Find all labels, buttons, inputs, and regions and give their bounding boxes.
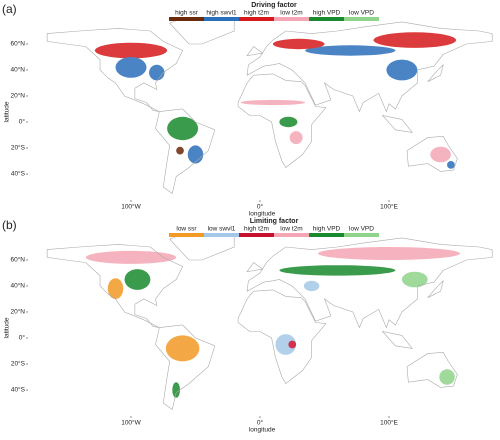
legend-swatch — [169, 17, 204, 21]
y-tick-label: 0° — [19, 118, 26, 126]
map-a — [46, 17, 493, 194]
y-tick-label: 20°N — [10, 308, 25, 316]
legend-swatch — [239, 233, 274, 237]
y-tick-label: 60°N — [10, 40, 25, 48]
legend-swatch — [169, 233, 204, 237]
legend-label: low swvl1 — [208, 226, 236, 233]
y-axis-label: latitude — [4, 101, 11, 122]
x-tick-label: 0° — [257, 419, 264, 427]
y-tick-label: 40°S — [11, 386, 26, 394]
legend-swatch — [344, 17, 379, 21]
y-tick-label: 20°S — [11, 144, 26, 152]
map-b — [46, 233, 493, 410]
legend-label: low t2m — [280, 10, 302, 17]
x-axis-label: longitude — [249, 427, 276, 434]
legend-label: high swvl1 — [206, 10, 237, 17]
legend-title: Limiting factor — [250, 218, 299, 225]
y-tick-label: 40°N — [10, 66, 25, 74]
legend-swatch — [239, 17, 274, 21]
y-tick-label: 40°N — [10, 282, 25, 290]
x-tick-label: 100°E — [380, 203, 398, 211]
legend-label: low VPD — [349, 226, 374, 233]
panel-label: (b) — [2, 218, 17, 232]
legend-title: Driving factor — [251, 2, 297, 9]
x-tick-label: 100°W — [121, 419, 141, 427]
y-tick-label: 60°N — [10, 256, 25, 264]
x-tick-label: 100°E — [380, 419, 398, 427]
legend-label: high VPD — [313, 10, 341, 17]
legend-label: high t2m — [244, 226, 269, 233]
legend-label: high VPD — [313, 226, 341, 233]
y-tick-label: 0° — [19, 334, 26, 342]
x-tick-label: 100°W — [121, 203, 141, 211]
legend-label: high t2m — [244, 10, 269, 17]
x-axis-label: longitude — [249, 211, 276, 218]
legend-swatch — [274, 17, 309, 21]
y-axis-label: latitude — [4, 317, 11, 338]
legend-swatch — [309, 233, 344, 237]
legend-label: low ssr — [176, 226, 197, 233]
legend-swatch — [309, 17, 344, 21]
legend-label: high ssr — [175, 10, 199, 17]
legend-swatch — [274, 233, 309, 237]
y-tick-label: 20°N — [10, 92, 25, 100]
y-tick-label: 40°S — [11, 170, 26, 178]
legend-label: low VPD — [349, 10, 374, 17]
legend-swatch — [204, 233, 239, 237]
legend-swatch — [344, 233, 379, 237]
panel-label: (a) — [2, 2, 17, 16]
y-tick-label: 20°S — [11, 360, 26, 368]
legend-label: low t2m — [280, 226, 302, 233]
x-tick-label: 0° — [257, 203, 264, 211]
legend-swatch — [204, 17, 239, 21]
